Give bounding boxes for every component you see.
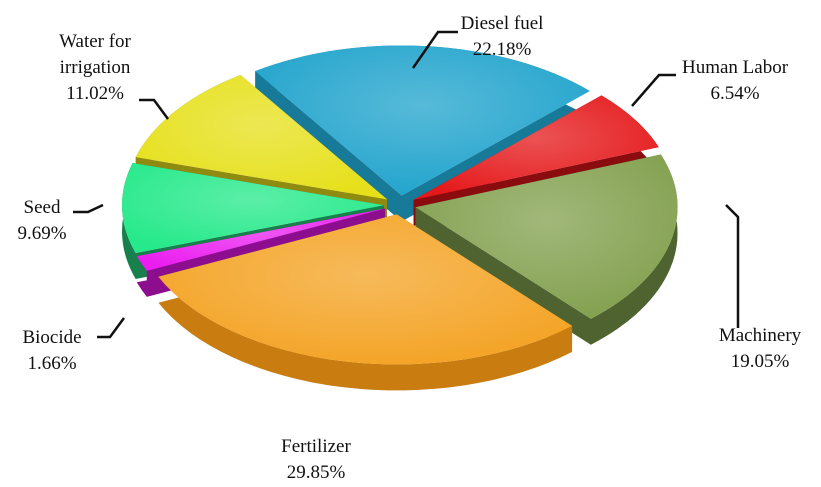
leader-line-human-labor [631, 73, 676, 107]
leader-line-seed [73, 203, 104, 214]
slice-pct-biocide: 1.66% [27, 353, 76, 374]
slice-name-diesel-fuel: Diesel fuel [461, 13, 544, 34]
leader-line-diesel-fuel [411, 30, 458, 69]
slice-highlight-seed [122, 163, 385, 253]
slice-name-biocide: Biocide [22, 327, 81, 348]
leader-line-biocide [97, 317, 126, 339]
leader-line-machinery [725, 204, 740, 328]
slice-name-machinery: Machinery [719, 325, 802, 346]
slice-label-water-for-irrigation: Water for irrigation 11.02% [59, 31, 170, 120]
slice-highlight-machinery [415, 154, 678, 319]
slice-side-human-labor [413, 95, 659, 226]
slice-pct-diesel-fuel: 22.18% [473, 39, 532, 60]
slice-pct-water: 11.02% [66, 83, 124, 104]
slice-highlight-human-labor [413, 95, 659, 200]
slice-pct-seed: 9.69% [17, 223, 66, 244]
slice-label-fertilizer: Fertilizer 29.85% [281, 436, 351, 483]
slice-highlight-fertilizer [158, 214, 573, 365]
slice-pct-fertilizer: 29.85% [287, 462, 346, 483]
slice-name-water-line2: irrigation [60, 57, 131, 78]
slice-highlight-water-for-irrigation [135, 74, 388, 200]
slice-name-seed: Seed [24, 197, 61, 218]
slice-pct-machinery: 19.05% [731, 351, 790, 372]
leader-line-water [139, 98, 170, 120]
slice-label-diesel-fuel: Diesel fuel 22.18% [411, 13, 544, 69]
slice-tops [122, 45, 678, 391]
slice-label-machinery: Machinery 19.05% [719, 204, 802, 372]
slice-label-human-labor: Human Labor 6.54% [631, 57, 789, 107]
slice-name-human-labor: Human Labor [682, 57, 789, 78]
slice-label-biocide: Biocide 1.66% [22, 317, 126, 374]
slice-name-water-line1: Water for [59, 31, 131, 52]
slice-label-seed: Seed 9.69% [17, 197, 104, 244]
slice-pct-human-labor: 6.54% [710, 83, 759, 104]
slice-highlight-diesel-fuel [255, 45, 590, 196]
slice-name-fertilizer: Fertilizer [281, 436, 351, 457]
slice-highlight-biocide [136, 208, 386, 271]
